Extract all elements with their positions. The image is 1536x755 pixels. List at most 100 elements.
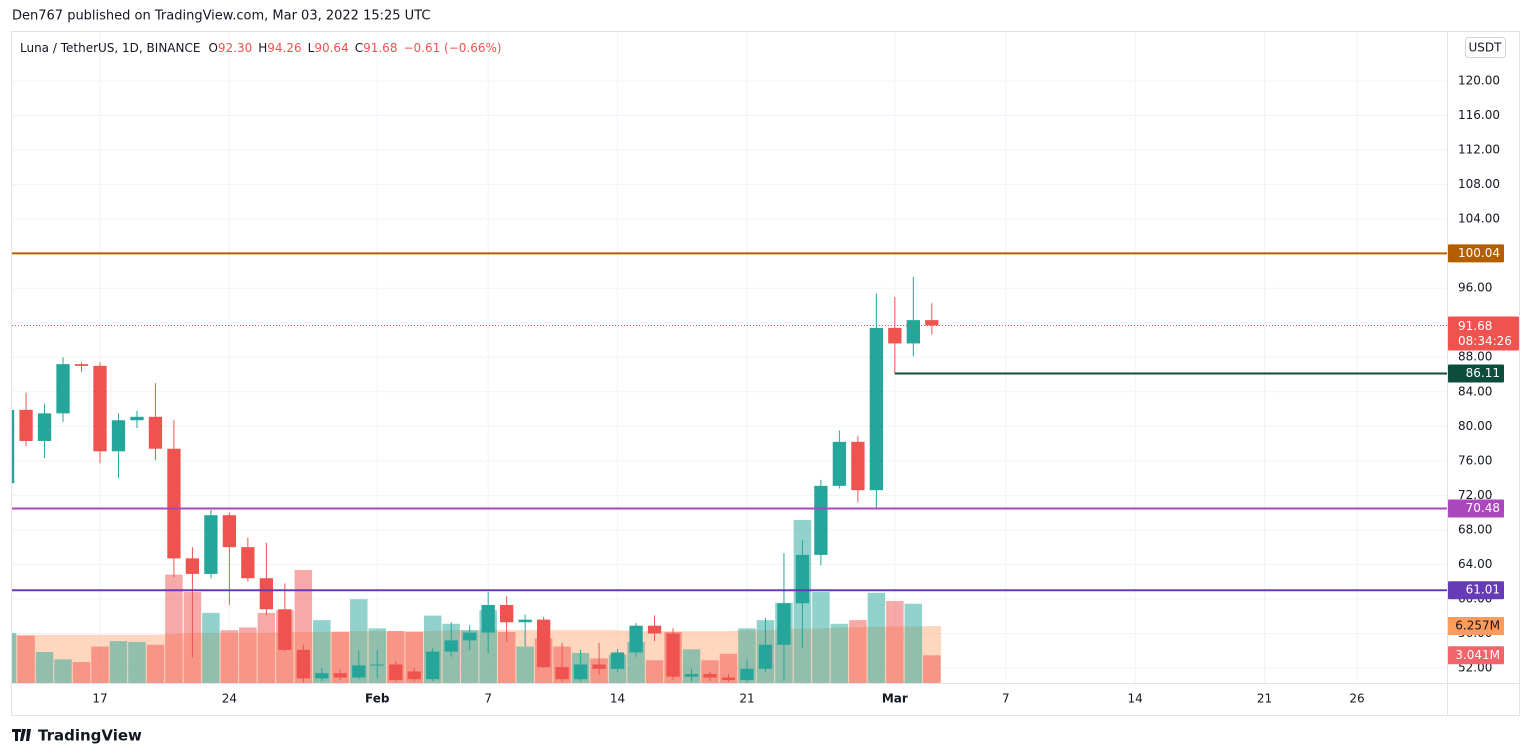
volume-bar xyxy=(645,660,664,683)
price-label: 100.04 xyxy=(1458,246,1500,260)
candles xyxy=(12,276,939,683)
legend: Luna / TetherUS, 1D, BINANCE O92.30 H94.26… xyxy=(20,41,502,55)
candle-body xyxy=(56,364,70,414)
candle-body xyxy=(925,320,939,326)
candle-body xyxy=(869,327,884,491)
price-label: 61.01 xyxy=(1466,583,1500,597)
footer-logo: TradingView xyxy=(12,727,142,745)
candle-body xyxy=(333,673,347,678)
y-tick-label: 80.00 xyxy=(1458,419,1492,433)
candle-body xyxy=(426,651,440,680)
candle-body xyxy=(19,409,33,441)
y-tick-label: 68.00 xyxy=(1458,522,1492,536)
candle-body xyxy=(795,554,810,604)
volume-bar xyxy=(886,601,904,683)
currency: USDT xyxy=(1469,41,1503,55)
candle-body xyxy=(906,320,920,344)
y-tick-label: 120.00 xyxy=(1458,74,1500,88)
ohlc-value: 91.68 xyxy=(363,41,397,55)
y-tick-label: 108.00 xyxy=(1458,177,1500,191)
price-label-box xyxy=(1448,244,1504,263)
volume-bar xyxy=(17,635,35,683)
last-price-label: 91.68 xyxy=(1458,319,1492,333)
volume-bar xyxy=(313,620,331,683)
candle-body xyxy=(352,665,366,678)
y-tick-label: 96.00 xyxy=(1458,281,1492,295)
volume-bar xyxy=(146,644,165,683)
candle-body xyxy=(740,668,754,681)
candle-body xyxy=(185,558,200,574)
y-tick-label: 104.00 xyxy=(1458,212,1500,226)
grid xyxy=(12,32,1447,683)
y-tick-label: 76.00 xyxy=(1458,453,1492,467)
candle-body xyxy=(481,604,495,633)
candle-body xyxy=(12,409,15,484)
symbol: Luna / TetherUS, 1D, BINANCE xyxy=(20,41,200,55)
volume-bar xyxy=(849,620,867,683)
x-tick-label: 7 xyxy=(1002,692,1010,706)
last-price-box xyxy=(1448,316,1519,351)
x-tick-label: Mar xyxy=(882,692,908,706)
volume-bar xyxy=(812,591,830,683)
candle-body xyxy=(204,515,218,574)
legend-text: Luna / TetherUS, 1D, BINANCE O92.30 H94.26… xyxy=(20,41,502,55)
volume-bar xyxy=(54,659,72,683)
x-tick-label: 7 xyxy=(484,692,492,706)
ohlc-key: C xyxy=(355,41,363,55)
volume-bar xyxy=(165,574,183,683)
candle-body xyxy=(278,609,292,650)
volume-bar xyxy=(497,631,516,683)
volume-bar xyxy=(257,612,276,683)
candle-body xyxy=(259,578,274,610)
candle-body xyxy=(610,652,625,669)
y-tick-label: 116.00 xyxy=(1458,108,1500,122)
x-tick-label: Feb xyxy=(365,692,390,706)
candle-body xyxy=(444,640,458,652)
y-tick-label: 88.00 xyxy=(1458,350,1492,364)
ohlc-key: L xyxy=(308,41,315,55)
volume-bar xyxy=(72,662,91,683)
candle-body xyxy=(111,420,126,452)
candle-body xyxy=(851,441,865,491)
candle-body xyxy=(130,416,144,421)
candle-body xyxy=(500,604,514,623)
candle-body xyxy=(37,413,52,441)
candle-body xyxy=(148,416,163,449)
candle-body xyxy=(703,674,717,678)
volume-bar xyxy=(350,599,368,683)
candle-body xyxy=(241,547,255,579)
candle-body xyxy=(518,619,532,623)
price-label-box xyxy=(1448,364,1504,383)
volume-bar xyxy=(35,652,54,683)
volume-bar xyxy=(904,603,923,683)
y-tick-label: 84.00 xyxy=(1458,384,1492,398)
volume-bar xyxy=(867,592,886,683)
ohlc-key: O xyxy=(208,41,217,55)
volume-bar xyxy=(202,612,220,683)
candle-body xyxy=(888,327,902,344)
candle-body xyxy=(592,664,606,669)
candle-body xyxy=(684,674,699,677)
candle-body xyxy=(647,625,662,634)
price-label-box xyxy=(1448,646,1504,665)
price-label-box xyxy=(1448,581,1504,600)
ohlc-value: 94.26 xyxy=(267,41,301,55)
candle-body xyxy=(222,515,237,548)
candle-body xyxy=(296,649,310,679)
price-label: 70.48 xyxy=(1466,501,1500,515)
candle-body xyxy=(463,632,477,641)
volume-bar xyxy=(830,623,849,683)
price-label-box xyxy=(1448,616,1504,635)
volume-bar xyxy=(239,627,257,683)
volume-bar xyxy=(91,646,109,683)
volume-bar xyxy=(405,631,423,683)
price-label: 86.11 xyxy=(1466,366,1500,380)
candle-body xyxy=(167,448,181,559)
candle-body xyxy=(315,673,329,679)
candle-body xyxy=(814,485,828,555)
y-tick-label: 112.00 xyxy=(1458,143,1500,157)
candle-body xyxy=(389,664,403,681)
candle-body xyxy=(666,633,680,677)
price-label: 6.257M xyxy=(1455,618,1500,632)
